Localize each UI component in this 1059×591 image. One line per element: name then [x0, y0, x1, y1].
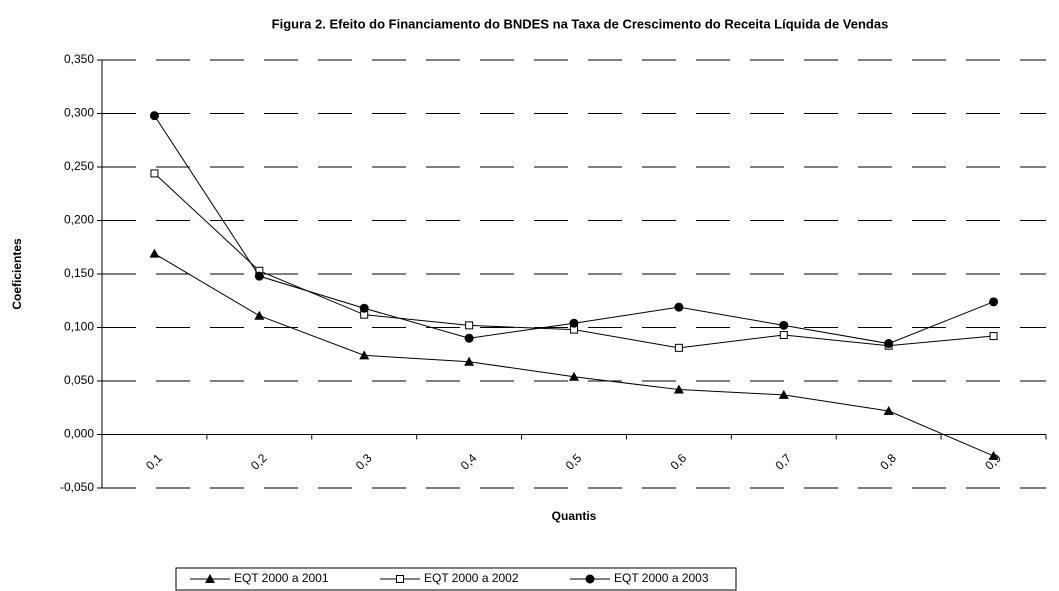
marker — [569, 318, 579, 328]
marker — [884, 339, 894, 349]
x-tick-label: 0,2 — [248, 451, 270, 473]
marker — [464, 333, 474, 343]
chart-title: Figura 2. Efeito do Financiamento do BND… — [272, 16, 889, 31]
legend-marker — [205, 574, 215, 583]
marker — [674, 343, 683, 352]
marker — [674, 302, 684, 312]
legend-box — [175, 567, 737, 591]
y-tick-label: 0,300 — [64, 106, 94, 120]
marker — [778, 389, 789, 399]
x-axis-label: Quantis — [552, 509, 597, 523]
x-tick-label: 0,5 — [563, 451, 585, 473]
y-tick-label: 0,000 — [64, 427, 94, 441]
marker — [883, 405, 894, 415]
marker — [359, 303, 369, 313]
y-axis-label: Coeficientes — [10, 238, 24, 310]
marker — [150, 169, 159, 178]
y-tick-label: 0,250 — [64, 159, 94, 173]
y-tick-label: 0,050 — [64, 373, 94, 387]
series-line — [154, 115, 994, 345]
x-tick-label: 0,4 — [458, 451, 480, 473]
legend-label: EQT 2000 a 2001 — [234, 571, 329, 585]
marker — [673, 384, 684, 394]
y-tick-label: -0,050 — [60, 480, 94, 494]
legend-label: EQT 2000 a 2003 — [614, 571, 709, 585]
marker — [779, 330, 788, 339]
marker — [254, 271, 264, 281]
x-tick-label: 0,6 — [668, 451, 690, 473]
marker — [569, 371, 579, 381]
y-tick-label: 0,100 — [64, 320, 94, 334]
marker — [779, 320, 789, 330]
legend-label: EQT 2000 a 2002 — [424, 571, 519, 585]
marker — [254, 310, 265, 320]
y-tick-label: 0,350 — [64, 52, 94, 66]
x-tick-label: 0,7 — [772, 451, 794, 473]
marker — [988, 450, 999, 460]
marker — [359, 350, 370, 360]
marker — [989, 297, 999, 307]
marker — [149, 248, 160, 258]
y-tick-label: 0,150 — [64, 266, 94, 280]
x-tick-label: 0,3 — [353, 451, 375, 473]
y-tick-label: 0,200 — [64, 213, 94, 227]
legend-marker — [585, 574, 595, 584]
marker — [989, 332, 998, 341]
x-tick-label: 0,1 — [143, 451, 165, 473]
marker — [465, 321, 474, 330]
x-tick-label: 0,8 — [877, 451, 899, 473]
marker — [149, 111, 159, 121]
series-line — [154, 253, 994, 457]
legend-marker — [396, 575, 404, 583]
marker — [464, 356, 475, 366]
